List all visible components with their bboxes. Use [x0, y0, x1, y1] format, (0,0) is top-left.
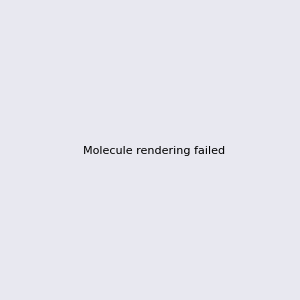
- Text: Molecule rendering failed: Molecule rendering failed: [83, 146, 225, 157]
